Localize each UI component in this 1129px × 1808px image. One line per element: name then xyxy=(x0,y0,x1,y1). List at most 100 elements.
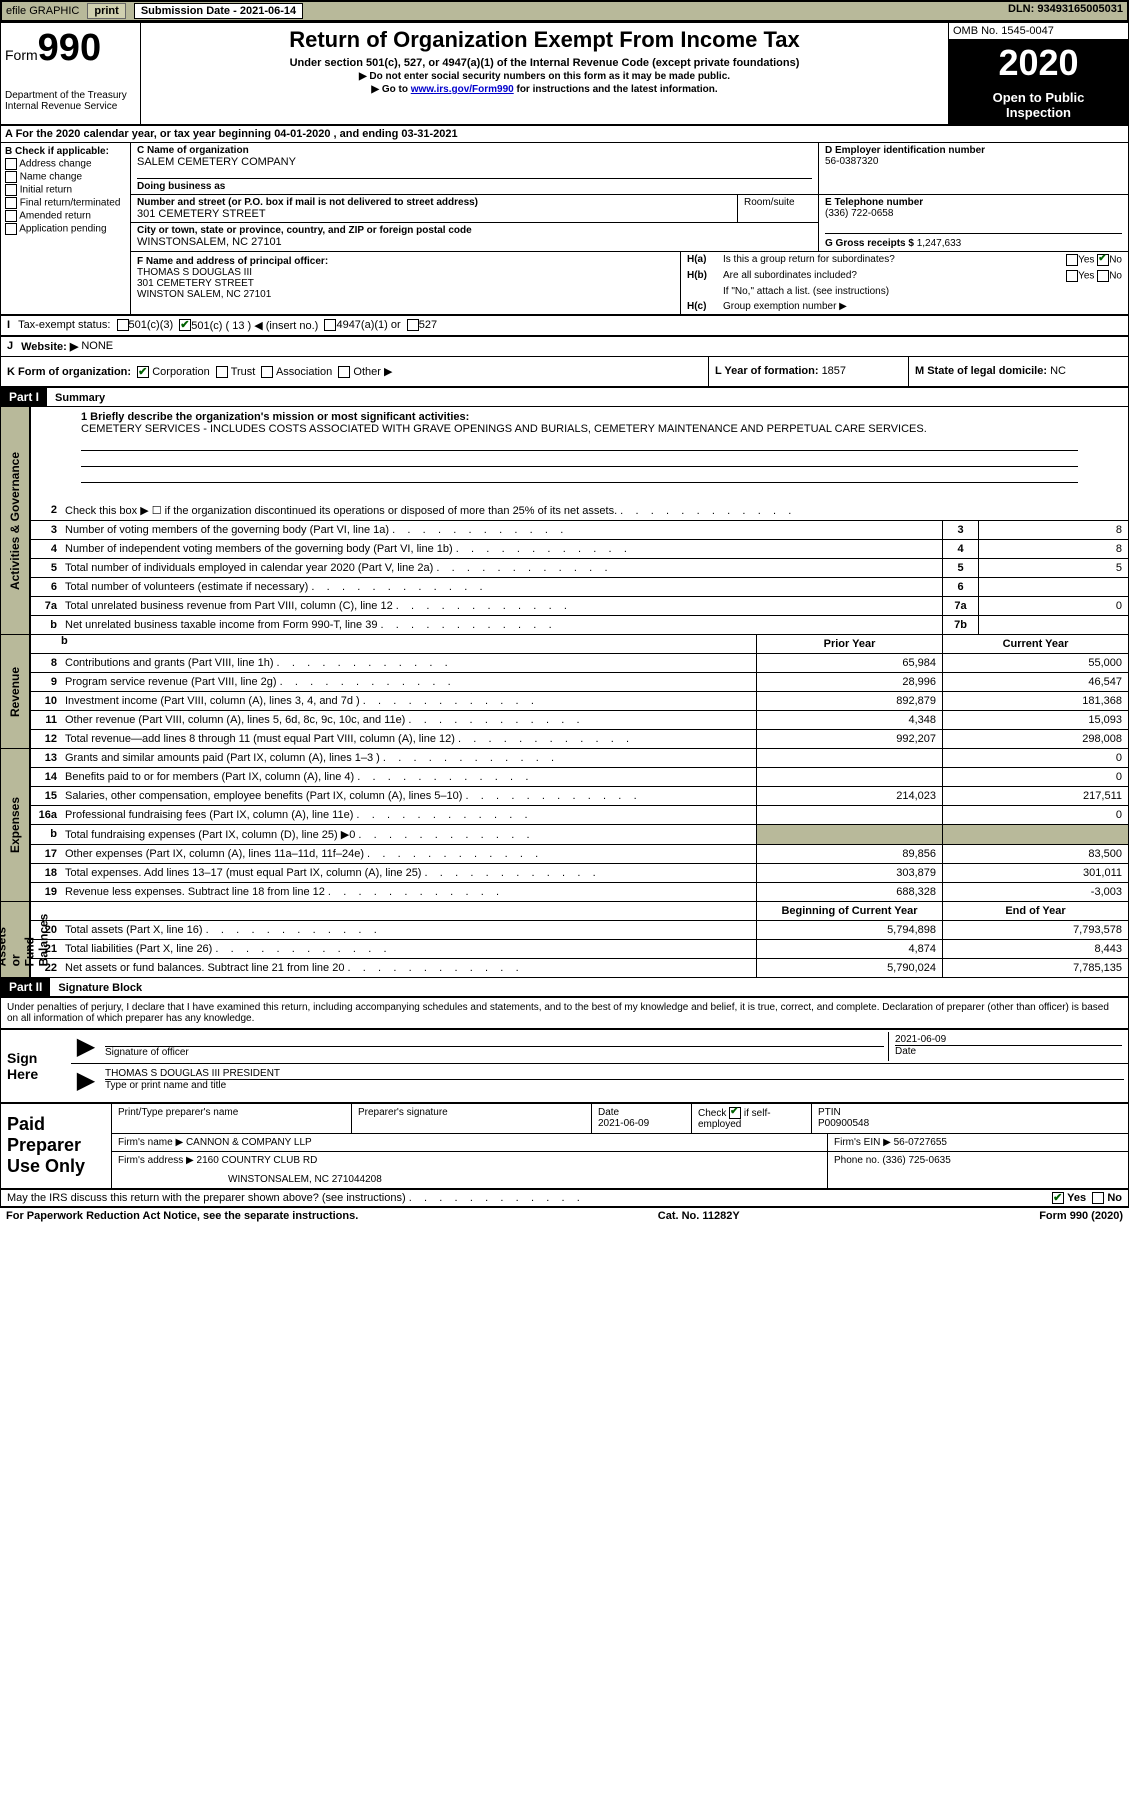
row-num: b xyxy=(31,825,61,844)
row-current: 0 xyxy=(942,768,1128,786)
discuss-yes-chk[interactable] xyxy=(1052,1192,1064,1204)
prep-sig-lbl: Preparer's signature xyxy=(352,1104,592,1133)
row-desc: Other revenue (Part VIII, column (A), li… xyxy=(61,711,756,729)
row-9: 9Program service revenue (Part VIII, lin… xyxy=(31,672,1128,691)
sidebar-revenue: Revenue xyxy=(1,635,31,748)
chk-501c[interactable] xyxy=(179,319,191,331)
officer-addr2: WINSTON SALEM, NC 27101 xyxy=(137,289,674,300)
sig-name-cell: THOMAS S DOUGLAS III PRESIDENT Type or p… xyxy=(101,1066,1128,1095)
gov-num: 4 xyxy=(31,540,61,558)
chk-name-change[interactable] xyxy=(5,171,17,183)
hc-label: H(c) xyxy=(687,301,723,312)
addr-street-cell: Number and street (or P.O. box if mail i… xyxy=(131,195,738,222)
firm-name-lbl: Firm's name ▶ xyxy=(118,1137,186,1148)
gross-row: G Gross receipts $ 1,247,633 xyxy=(825,233,1122,249)
tel-label: E Telephone number xyxy=(825,197,1122,208)
row-desc: Investment income (Part VIII, column (A)… xyxy=(61,692,756,710)
chk-assoc[interactable] xyxy=(261,366,273,378)
ha-yes-chk[interactable] xyxy=(1066,254,1078,266)
gov-desc: Number of independent voting members of … xyxy=(61,540,942,558)
expenses-body: 13Grants and similar amounts paid (Part … xyxy=(31,749,1128,901)
submission-date-box: Submission Date - 2021-06-14 xyxy=(134,3,303,19)
line-a-text: A For the 2020 calendar year, or tax yea… xyxy=(5,128,458,140)
lbl-amended: Amended return xyxy=(19,211,91,222)
row-12: 12Total revenue—add lines 8 through 11 (… xyxy=(31,729,1128,748)
prep-selfemp-lbl: Check if self-employed xyxy=(698,1108,771,1130)
header-left: Form990 Department of the Treasury Inter… xyxy=(1,23,141,124)
irs-link[interactable]: www.irs.gov/Form990 xyxy=(411,84,514,95)
col-b-checkboxes: B Check if applicable: Address change Na… xyxy=(1,143,131,314)
sub-date-value: 2021-06-14 xyxy=(240,5,296,17)
gov-num: 6 xyxy=(31,578,61,596)
hb-yes-chk[interactable] xyxy=(1066,270,1078,282)
row-11: 11Other revenue (Part VIII, column (A), … xyxy=(31,710,1128,729)
gov-row-3: 3Number of voting members of the governi… xyxy=(31,520,1128,539)
room-cell: Room/suite xyxy=(738,195,818,222)
chk-final[interactable] xyxy=(5,197,17,209)
prep-row-2: Firm's name ▶ CANNON & COMPANY LLP Firm'… xyxy=(111,1134,1128,1152)
lbl-initial: Initial return xyxy=(20,185,72,196)
hb-no-chk[interactable] xyxy=(1097,270,1109,282)
discuss-no-chk[interactable] xyxy=(1092,1192,1104,1204)
chk-501c3[interactable] xyxy=(117,319,129,331)
hdr-end-year: End of Year xyxy=(942,902,1128,920)
gov-box: 5 xyxy=(942,559,978,577)
city-label: City or town, state or province, country… xyxy=(137,225,812,236)
row-desc: Program service revenue (Part VIII, line… xyxy=(61,673,756,691)
org-name: SALEM CEMETERY COMPANY xyxy=(137,156,812,168)
sig-name-label: Type or print name and title xyxy=(105,1079,1124,1091)
footer-right: Form 990 (2020) xyxy=(1039,1210,1123,1222)
chk-other[interactable] xyxy=(338,366,350,378)
row-prior: 688,328 xyxy=(756,883,942,901)
ha-no-chk[interactable] xyxy=(1097,254,1109,266)
row-desc: Revenue less expenses. Subtract line 18 … xyxy=(61,883,756,901)
mission-rule-1 xyxy=(81,449,1078,451)
part1-header-row: Part ISummary xyxy=(1,388,1128,407)
expenses-section: Expenses 13Grants and similar amounts pa… xyxy=(1,749,1128,902)
chk-corp[interactable] xyxy=(137,366,149,378)
form-number: Form990 xyxy=(5,27,136,70)
i-text: Tax-exempt status: xyxy=(18,319,110,332)
print-button[interactable]: print xyxy=(87,3,125,19)
gross-value: 1,247,633 xyxy=(917,238,962,249)
row-desc: Contributions and grants (Part VIII, lin… xyxy=(61,654,756,672)
chk-amended[interactable] xyxy=(5,210,17,222)
firm-ein-val: 56-0727655 xyxy=(894,1137,947,1148)
sig-row-2: ▶ THOMAS S DOUGLAS III PRESIDENT Type or… xyxy=(71,1064,1128,1097)
chk-4947[interactable] xyxy=(324,319,336,331)
hdr-begin-year: Beginning of Current Year xyxy=(756,902,942,920)
chk-self-employed[interactable] xyxy=(729,1107,741,1119)
chk-initial[interactable] xyxy=(5,184,17,196)
row-num: 10 xyxy=(31,692,61,710)
ha-label: H(a) xyxy=(687,254,723,266)
dln-box: DLN: 93493165005031 xyxy=(1008,3,1123,19)
chk-app-pending[interactable] xyxy=(5,223,17,235)
hc-text: Group exemption number ▶ xyxy=(723,301,847,312)
prep-date-lbl: Date xyxy=(598,1107,685,1118)
netassets-section: Net Assets or Fund Balances Beginning of… xyxy=(1,902,1128,978)
chk-527[interactable] xyxy=(407,319,419,331)
preparer-fields: Print/Type preparer's name Preparer's si… xyxy=(111,1104,1128,1188)
netassets-body: Beginning of Current Year End of Year 20… xyxy=(31,902,1128,977)
firm-phone-lbl: Phone no. xyxy=(834,1155,882,1166)
officer-name: THOMAS S DOUGLAS III xyxy=(137,267,674,278)
chk-trust[interactable] xyxy=(216,366,228,378)
row-14: 14Benefits paid to or for members (Part … xyxy=(31,767,1128,786)
mission-rule-2 xyxy=(81,465,1078,467)
line-a: A For the 2020 calendar year, or tax yea… xyxy=(1,126,1128,143)
i-label: I xyxy=(7,319,10,332)
form-title: Return of Organization Exempt From Incom… xyxy=(151,27,938,53)
sign-here-label: Sign Here xyxy=(1,1030,71,1102)
row-prior xyxy=(756,749,942,767)
row-current: 0 xyxy=(942,806,1128,824)
row-prior xyxy=(756,768,942,786)
dln-label: DLN: xyxy=(1008,3,1037,15)
row-17: 17Other expenses (Part IX, column (A), l… xyxy=(31,844,1128,863)
row-prior: 892,879 xyxy=(756,692,942,710)
sig-arrow-2: ▶ xyxy=(71,1066,101,1095)
row-prior: 89,856 xyxy=(756,845,942,863)
chk-addr-change[interactable] xyxy=(5,158,17,170)
addr-num-row: Number and street (or P.O. box if mail i… xyxy=(131,195,818,222)
gov-box: 6 xyxy=(942,578,978,596)
row-prior: 992,207 xyxy=(756,730,942,748)
